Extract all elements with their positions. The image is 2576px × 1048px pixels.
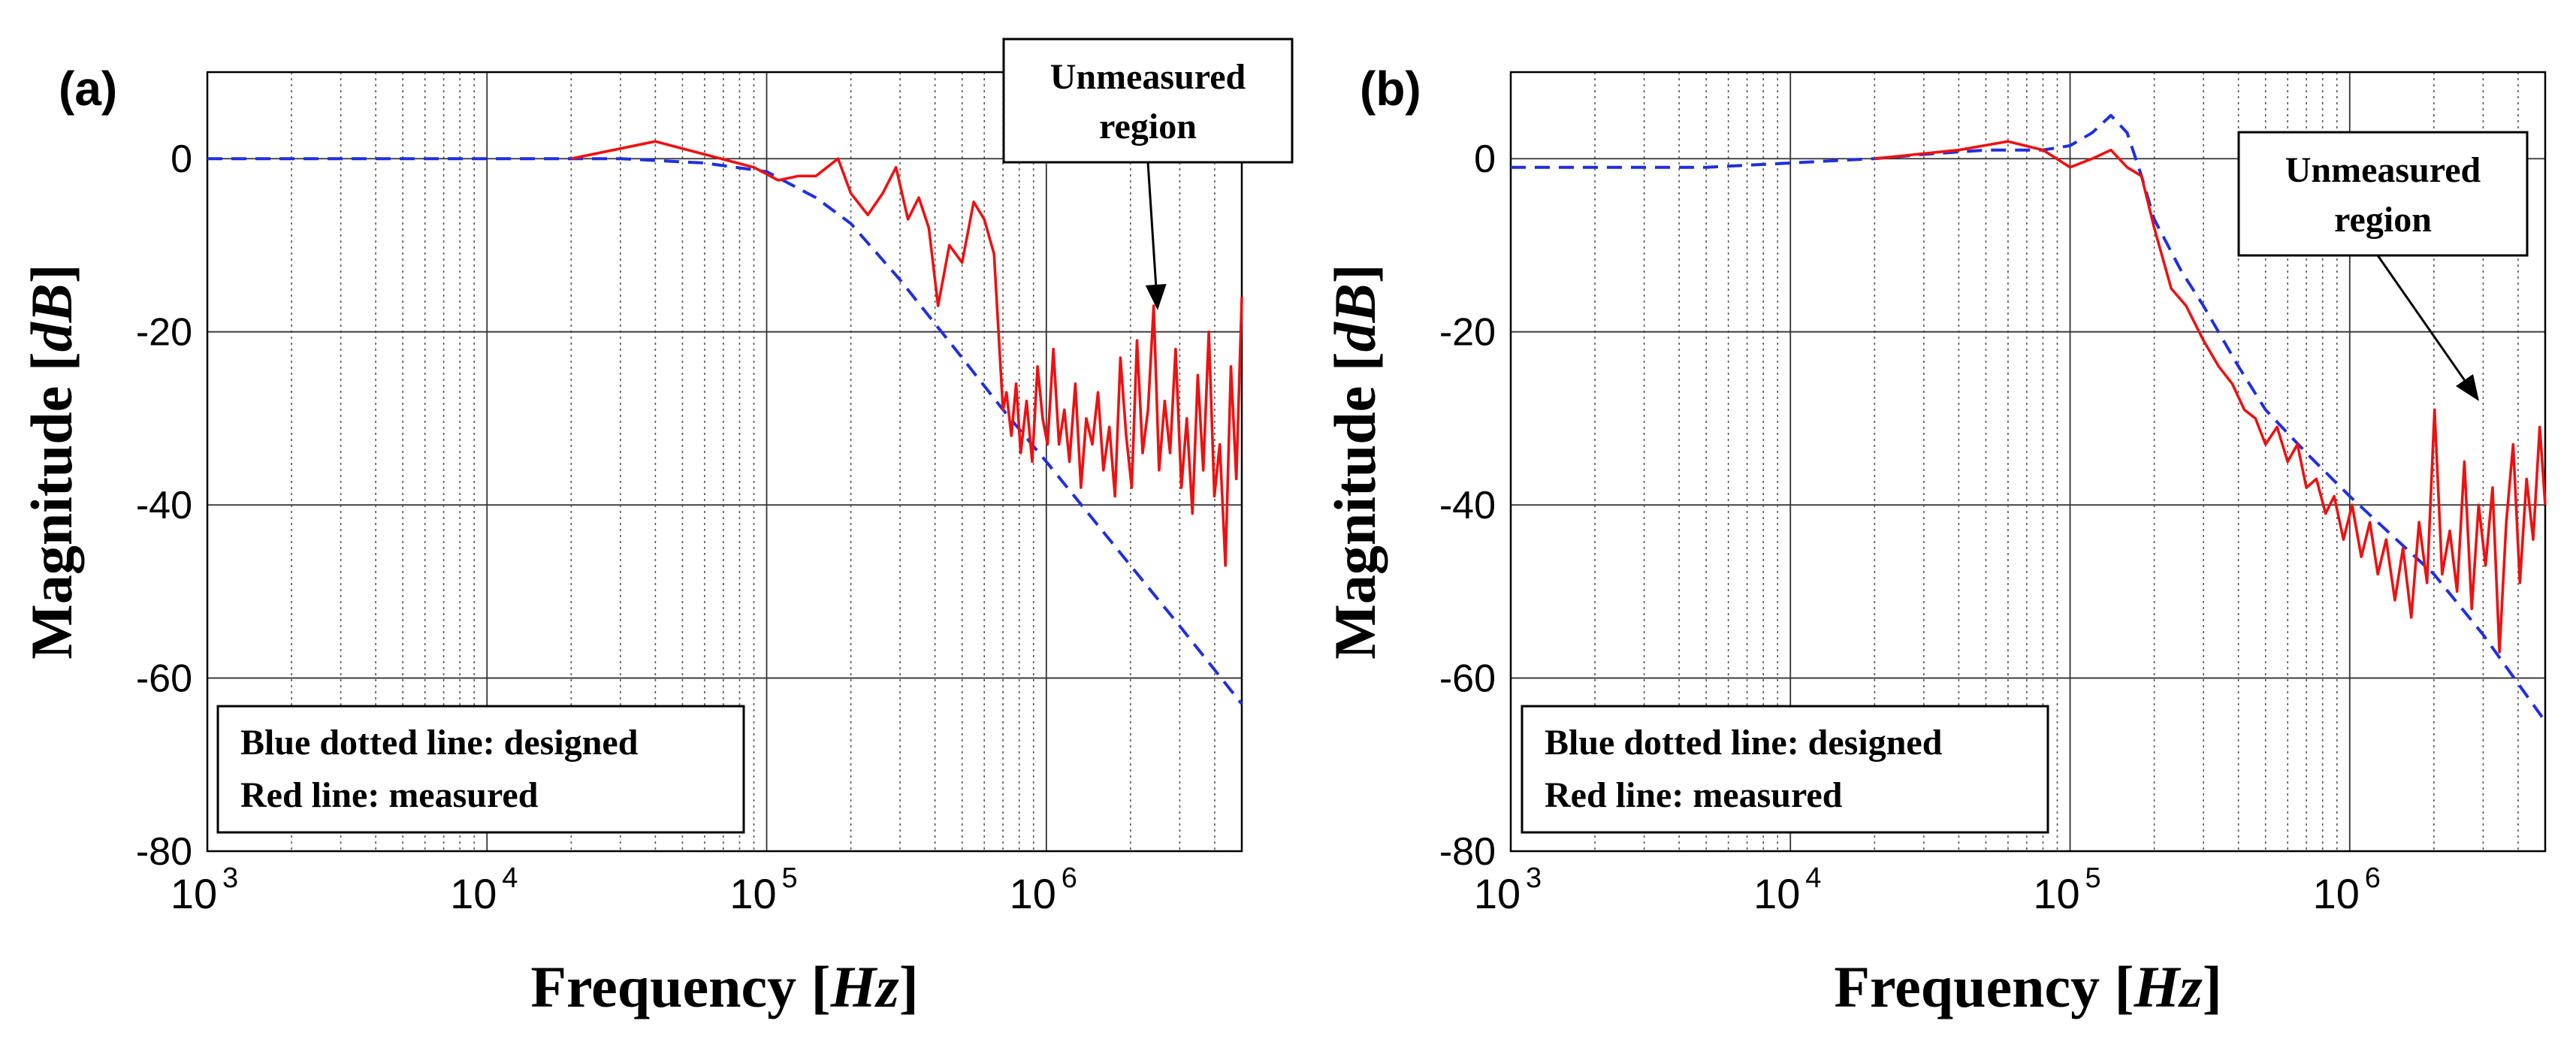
x-tick-exponent: 5 — [2085, 862, 2101, 894]
y-axis-unit: dB — [19, 283, 84, 352]
x-axis-unit: Hz — [2134, 954, 2203, 1019]
y-tick-label: 0 — [1474, 137, 1496, 181]
x-tick-label: 10 — [1474, 870, 1521, 917]
legend-entry: Blue dotted line: designed — [240, 723, 639, 763]
bracket: ] — [1322, 264, 1388, 283]
annotation-arrow-line — [2376, 255, 2466, 381]
x-tick-exponent: 6 — [1062, 862, 1077, 894]
legend-box — [1521, 705, 2049, 834]
legend-entry: Blue dotted line: designed — [1545, 723, 1943, 763]
y-tick-label: -20 — [136, 311, 192, 355]
legend-box — [216, 705, 745, 834]
bracket: ] — [899, 954, 919, 1019]
x-axis-title: Frequency [Hz] — [1834, 954, 2221, 1019]
y-tick-label: 0 — [171, 137, 192, 181]
panel-label: (b) — [1360, 62, 1421, 116]
x-tick-base: 10 — [729, 870, 776, 917]
x-tick-exponent: 3 — [1526, 862, 1542, 894]
y-axis-title: Magnitude [dB] — [1322, 264, 1388, 660]
y-axis-label: Magnitude — [19, 371, 84, 660]
bracket: ] — [2203, 954, 2222, 1019]
annotation-text: Unmeasured — [2285, 150, 2481, 190]
y-axis-label: Magnitude — [1322, 371, 1388, 660]
y-tick-label: -40 — [136, 484, 192, 527]
series-line-measured — [570, 140, 1243, 567]
x-axis-label: Frequency — [1834, 954, 2114, 1019]
y-tick-label: -60 — [136, 657, 192, 701]
annotation-box — [2237, 131, 2529, 257]
x-tick-label: 10 — [1753, 870, 1800, 917]
x-tick-base: 10 — [1753, 870, 1800, 917]
annotation-arrow-head — [2456, 373, 2479, 401]
bracket: [ — [811, 954, 831, 1019]
bracket: ] — [19, 264, 84, 283]
x-tick-exponent: 4 — [502, 862, 518, 894]
x-tick-base: 10 — [450, 870, 497, 917]
axes-frame — [206, 71, 1243, 853]
panel-label: (a) — [59, 62, 117, 116]
annotation-text: region — [1099, 107, 1197, 146]
x-tick-label: 10 — [2033, 870, 2079, 917]
x-tick-base: 10 — [2313, 870, 2360, 917]
y-tick-label: -20 — [1439, 311, 1496, 355]
x-tick-base: 10 — [171, 870, 217, 917]
x-tick-label: 10 — [2313, 870, 2360, 917]
bracket: [ — [1322, 352, 1388, 371]
y-tick-label: -80 — [1439, 830, 1496, 874]
x-tick-label: 10 — [171, 870, 217, 917]
x-axis-unit: Hz — [830, 954, 900, 1019]
y-axis-title: Magnitude [dB] — [19, 264, 84, 660]
x-tick-label: 10 — [729, 870, 776, 917]
bracket: [ — [19, 352, 84, 371]
legend-entry: Red line: measured — [240, 775, 539, 815]
annotation-box — [1002, 38, 1294, 164]
annotation-arrow-head — [1145, 284, 1167, 310]
x-axis-label: Frequency — [530, 954, 811, 1019]
annotation-text: region — [2334, 200, 2432, 240]
series-line-measured — [1874, 140, 2547, 654]
x-tick-exponent: 6 — [2365, 862, 2381, 894]
annotation-arrow-line — [1146, 162, 1158, 285]
annotation-text: Unmeasured — [1050, 57, 1246, 97]
x-tick-exponent: 4 — [1805, 862, 1821, 894]
x-tick-base: 10 — [2033, 870, 2079, 917]
series-line-designed — [1511, 113, 2547, 723]
axes-frame — [1509, 71, 2547, 853]
x-tick-base: 10 — [1474, 870, 1521, 917]
x-tick-exponent: 3 — [222, 862, 238, 894]
x-tick-exponent: 5 — [782, 862, 798, 894]
y-axis-unit: dB — [1322, 283, 1388, 352]
x-tick-base: 10 — [1010, 870, 1056, 917]
y-tick-label: -60 — [1439, 657, 1496, 701]
x-tick-label: 10 — [1010, 870, 1056, 917]
y-tick-label: -80 — [136, 830, 192, 874]
x-tick-label: 10 — [450, 870, 497, 917]
y-tick-label: -40 — [1439, 484, 1496, 527]
x-axis-title: Frequency [Hz] — [530, 954, 918, 1019]
bracket: [ — [2115, 954, 2134, 1019]
legend-entry: Red line: measured — [1545, 775, 1843, 815]
